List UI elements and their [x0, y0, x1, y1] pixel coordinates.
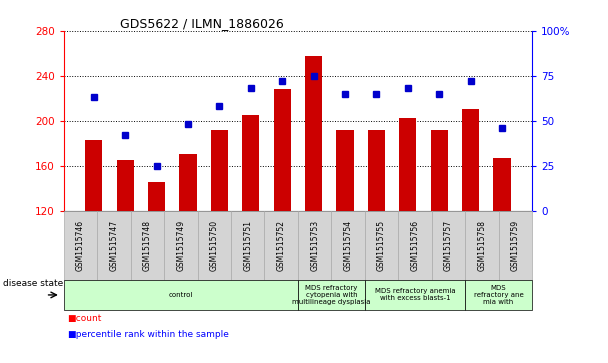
Text: GSM1515754: GSM1515754 [344, 220, 353, 270]
Text: control: control [168, 292, 193, 298]
Text: ■: ■ [67, 330, 75, 339]
Bar [494, 158, 511, 211]
Text: GSM1515756: GSM1515756 [410, 220, 420, 270]
Text: GSM1515748: GSM1515748 [143, 220, 152, 270]
Text: GSM1515747: GSM1515747 [109, 220, 119, 270]
Bar [117, 160, 134, 211]
Bar [430, 130, 448, 211]
Bar [242, 115, 260, 211]
Text: disease state: disease state [3, 279, 63, 287]
Text: count: count [70, 314, 102, 323]
Text: GSM1515753: GSM1515753 [310, 220, 319, 270]
Text: GSM1515749: GSM1515749 [176, 220, 185, 270]
Bar [462, 110, 479, 211]
Bar [274, 89, 291, 211]
Text: GSM1515759: GSM1515759 [511, 220, 520, 270]
Text: GSM1515757: GSM1515757 [444, 220, 453, 270]
Bar [368, 130, 385, 211]
Bar [399, 118, 416, 211]
Text: GSM1515750: GSM1515750 [210, 220, 219, 270]
Text: MDS refractory anemia
with excess blasts-1: MDS refractory anemia with excess blasts… [375, 289, 455, 301]
Bar [179, 154, 196, 211]
Text: GSM1515751: GSM1515751 [243, 220, 252, 270]
Text: MDS refractory
cytopenia with
multilineage dysplasia: MDS refractory cytopenia with multilinea… [292, 285, 371, 305]
Text: ■: ■ [67, 314, 75, 323]
Text: GSM1515758: GSM1515758 [477, 220, 486, 270]
Text: GSM1515752: GSM1515752 [277, 220, 286, 270]
Bar [305, 56, 322, 211]
Text: percentile rank within the sample: percentile rank within the sample [70, 330, 229, 339]
Bar [336, 130, 354, 211]
Bar [148, 183, 165, 211]
Bar [85, 140, 102, 211]
Text: MDS
refractory ane
mia with: MDS refractory ane mia with [474, 285, 523, 305]
Bar [211, 130, 228, 211]
Text: GDS5622 / ILMN_1886026: GDS5622 / ILMN_1886026 [120, 17, 284, 30]
Text: GSM1515746: GSM1515746 [76, 220, 85, 270]
Text: GSM1515755: GSM1515755 [377, 220, 386, 270]
